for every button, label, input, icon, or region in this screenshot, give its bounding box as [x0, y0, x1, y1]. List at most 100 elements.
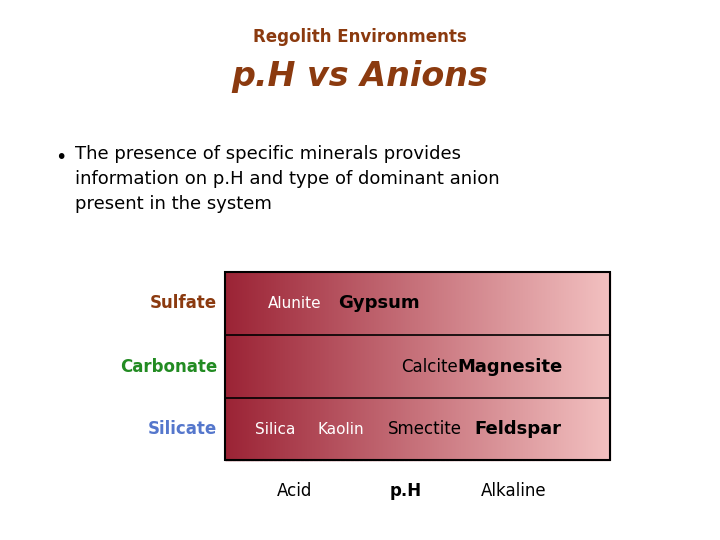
Bar — [342, 335, 343, 398]
Bar — [524, 335, 526, 398]
Bar — [492, 398, 493, 460]
Bar — [390, 272, 392, 335]
Bar — [330, 335, 331, 398]
Bar — [505, 335, 506, 398]
Bar — [272, 272, 274, 335]
Bar — [420, 398, 421, 460]
Bar — [359, 335, 360, 398]
Bar — [365, 272, 366, 335]
Bar — [551, 272, 552, 335]
Text: Calcite: Calcite — [400, 357, 457, 375]
Bar — [261, 335, 262, 398]
Text: Sulfate: Sulfate — [150, 294, 217, 313]
Bar — [253, 335, 254, 398]
Bar — [513, 398, 514, 460]
Bar — [228, 272, 229, 335]
Bar — [352, 272, 354, 335]
Bar — [262, 335, 264, 398]
Bar — [285, 398, 287, 460]
Bar — [461, 272, 462, 335]
Bar — [541, 272, 542, 335]
Bar — [441, 398, 442, 460]
Bar — [582, 272, 583, 335]
Bar — [334, 335, 336, 398]
Bar — [582, 335, 583, 398]
Bar — [531, 398, 533, 460]
Bar — [288, 272, 289, 335]
Bar — [289, 272, 290, 335]
Bar — [276, 272, 278, 335]
Bar — [416, 335, 418, 398]
Bar — [528, 398, 529, 460]
Bar — [285, 335, 287, 398]
Bar — [505, 398, 506, 460]
Bar — [302, 335, 303, 398]
Bar — [260, 272, 261, 335]
Text: Silica: Silica — [255, 422, 295, 436]
Bar — [454, 335, 455, 398]
Bar — [547, 398, 549, 460]
Bar — [544, 272, 546, 335]
Bar — [393, 398, 395, 460]
Bar — [603, 335, 605, 398]
Bar — [231, 335, 233, 398]
Bar — [528, 335, 529, 398]
Bar — [478, 398, 479, 460]
Bar — [269, 335, 270, 398]
Bar — [306, 398, 307, 460]
Bar — [328, 272, 329, 335]
Bar — [267, 272, 269, 335]
Bar — [254, 398, 256, 460]
Bar — [485, 272, 487, 335]
Bar — [447, 272, 449, 335]
Bar — [356, 398, 357, 460]
Bar — [460, 335, 461, 398]
Bar — [505, 272, 506, 335]
Bar — [462, 398, 464, 460]
Bar — [283, 398, 284, 460]
Bar — [252, 272, 253, 335]
Bar — [523, 272, 524, 335]
Bar — [424, 335, 426, 398]
Bar — [434, 398, 436, 460]
Bar — [452, 398, 454, 460]
Bar — [375, 398, 377, 460]
Bar — [429, 398, 431, 460]
Bar — [588, 272, 590, 335]
Bar — [253, 398, 254, 460]
Bar — [441, 335, 442, 398]
Bar — [511, 272, 513, 335]
Bar — [267, 335, 269, 398]
Bar — [410, 335, 411, 398]
Bar — [347, 272, 348, 335]
Bar — [342, 272, 343, 335]
Bar — [290, 335, 292, 398]
Bar — [411, 335, 413, 398]
Bar — [467, 398, 469, 460]
Bar — [416, 398, 418, 460]
Bar — [361, 335, 362, 398]
Bar — [593, 272, 595, 335]
Bar — [278, 272, 279, 335]
Bar — [580, 272, 582, 335]
Bar — [492, 335, 493, 398]
Bar — [587, 398, 588, 460]
Bar — [349, 335, 351, 398]
Bar — [460, 398, 461, 460]
Bar — [364, 335, 365, 398]
Bar — [276, 335, 278, 398]
Bar — [351, 335, 352, 398]
Bar — [449, 335, 451, 398]
Bar — [421, 398, 423, 460]
Bar — [503, 272, 505, 335]
Bar — [418, 335, 419, 398]
Bar — [361, 398, 362, 460]
Bar — [384, 398, 385, 460]
Bar — [264, 272, 265, 335]
Bar — [396, 272, 397, 335]
Bar — [470, 335, 472, 398]
Bar — [228, 398, 229, 460]
Bar — [538, 272, 539, 335]
Bar — [514, 272, 515, 335]
Bar — [567, 335, 569, 398]
